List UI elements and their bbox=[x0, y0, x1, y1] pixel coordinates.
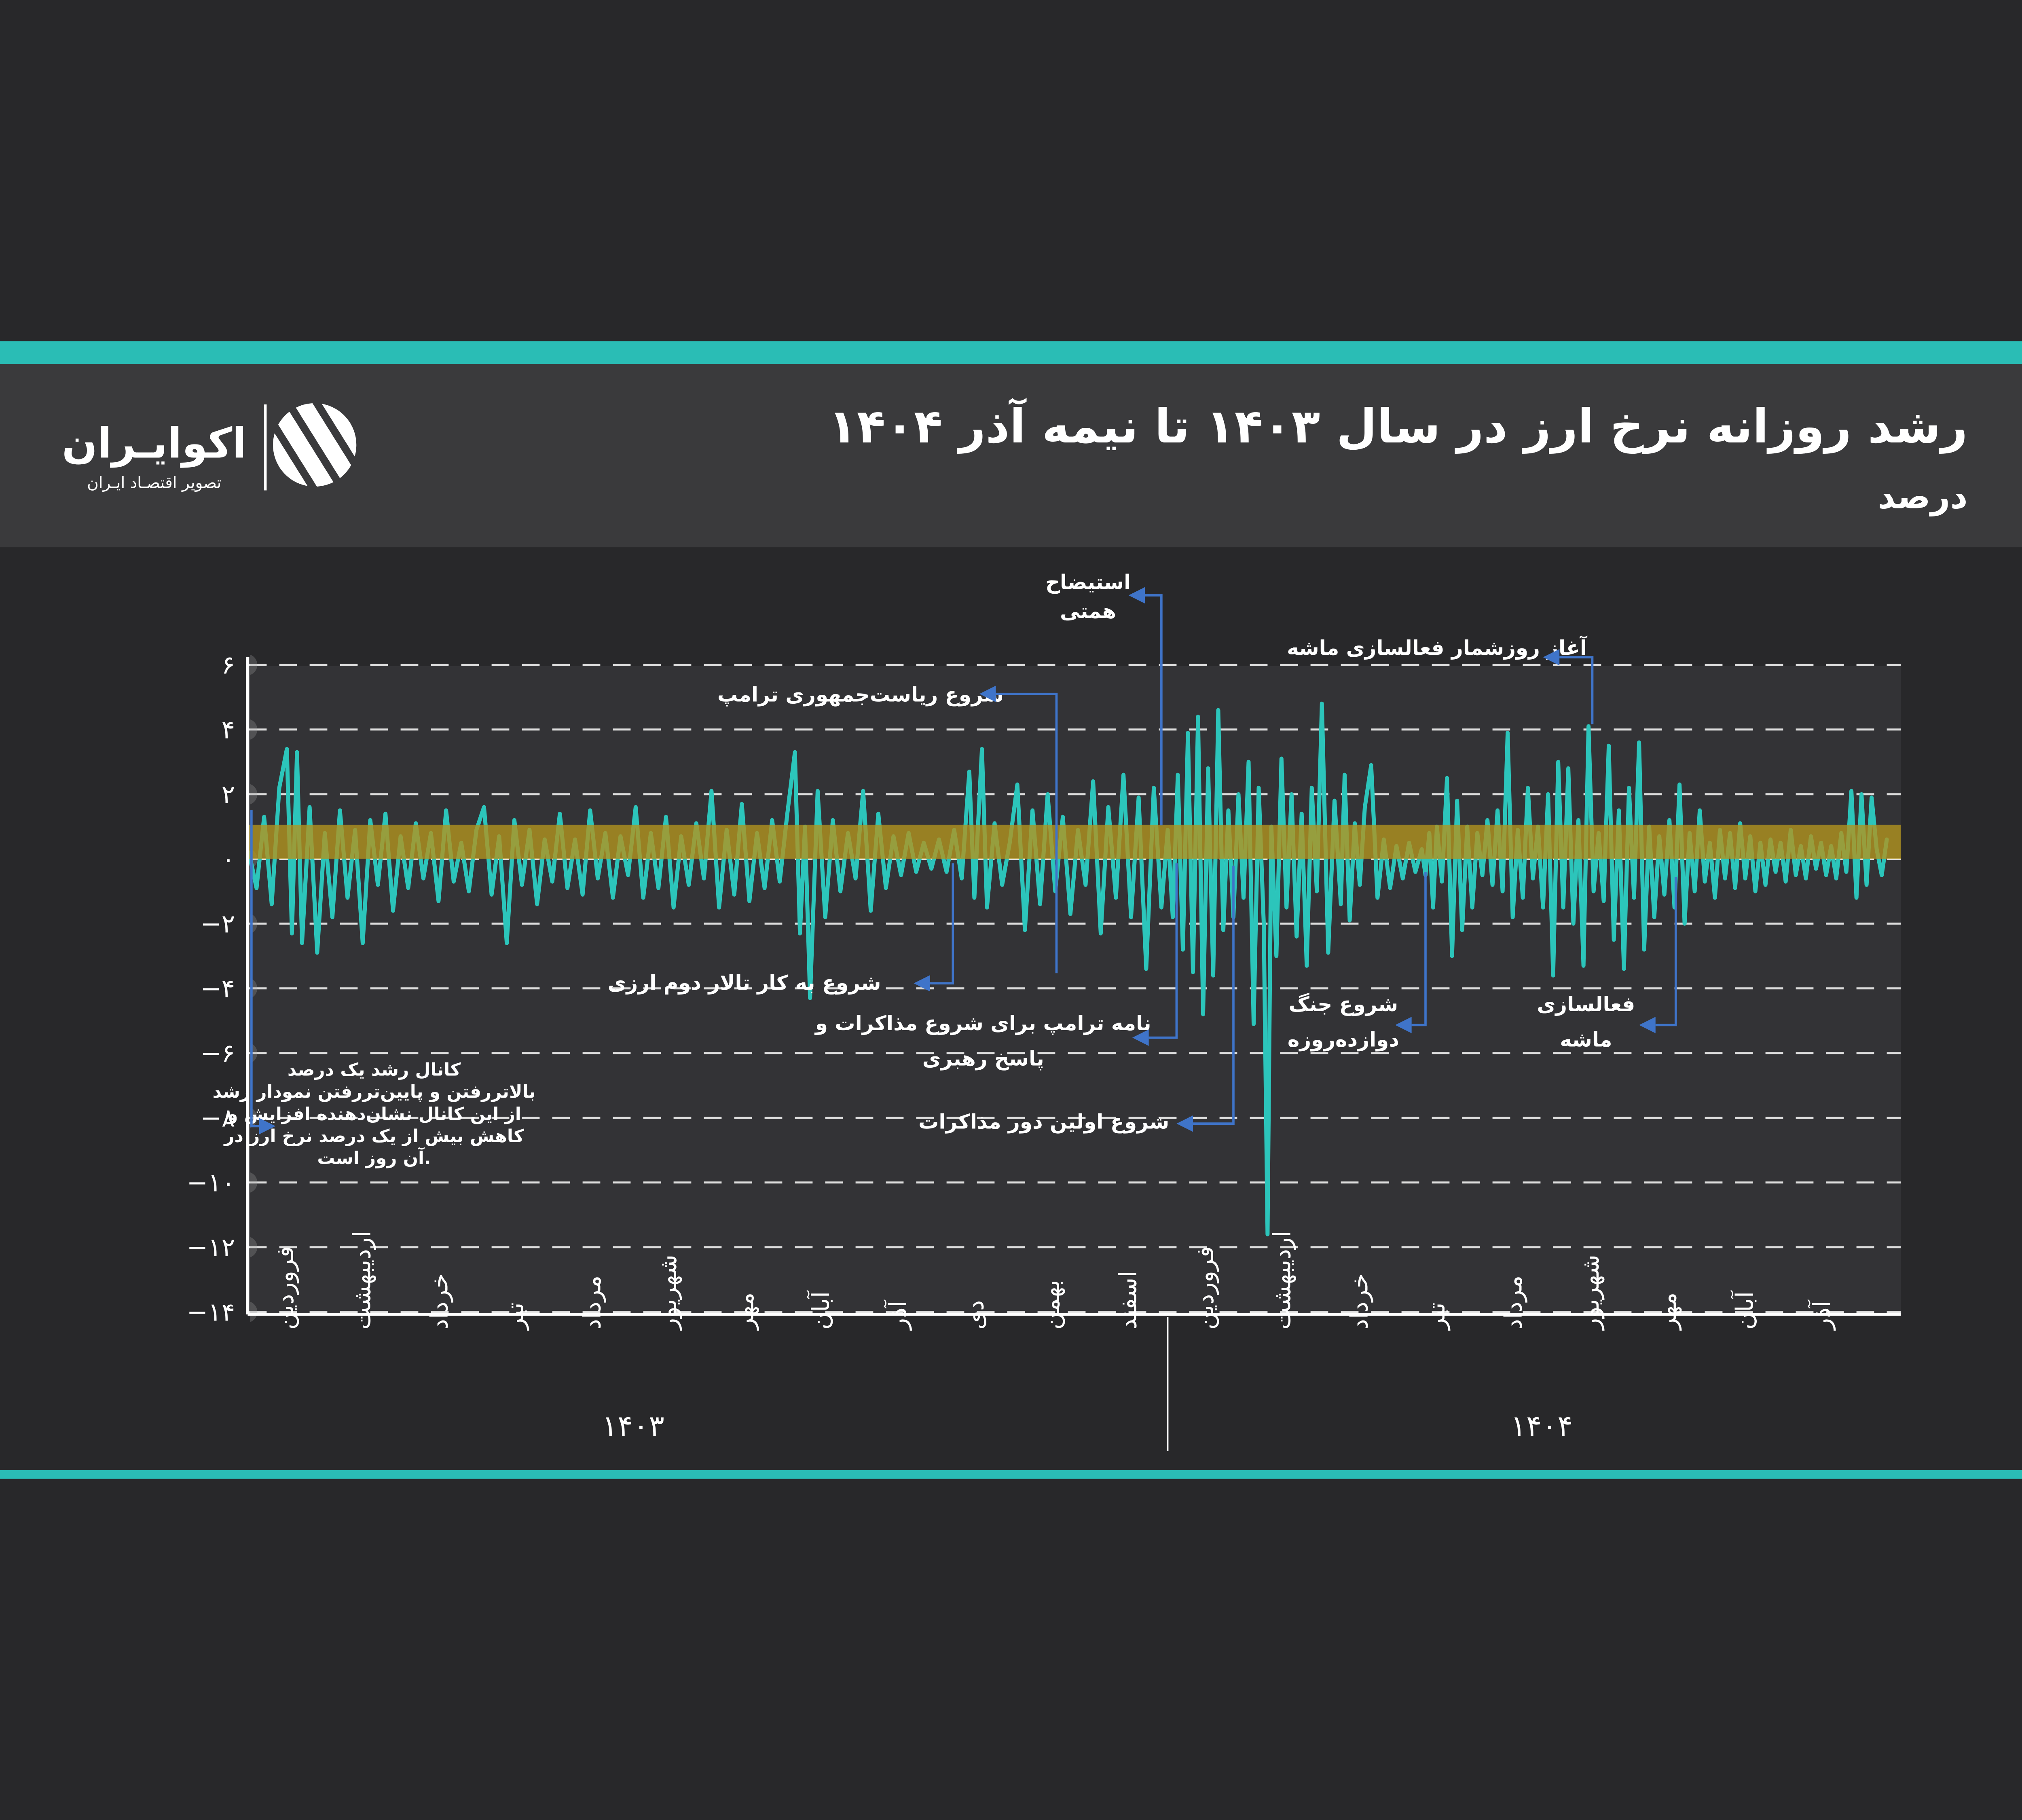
annotation-connector-line bbox=[1148, 863, 1178, 1039]
annotation-text: ماشه bbox=[1560, 1028, 1612, 1052]
y-tick-label: −۸ bbox=[200, 1103, 235, 1133]
annotation-text: نامه ترامپ برای شروع مذاکرات و bbox=[814, 1012, 1151, 1035]
annotation-text: شروع ریاست‌جمهوری ترامپ bbox=[717, 683, 1004, 707]
annotation-arrow-icon bbox=[1395, 1017, 1412, 1033]
annotation-text: از این کانال نشان‌دهنده افزایش و bbox=[226, 1104, 521, 1124]
annotation-text: آن روز است. bbox=[317, 1147, 431, 1168]
annotation-twelve-day-war: شروع جنگ دوازده‌روزه bbox=[1288, 872, 1427, 1052]
x-tick-month: مرداد bbox=[1500, 1276, 1528, 1330]
plot-area bbox=[249, 666, 1901, 1314]
annotation-arrow-icon bbox=[1543, 649, 1560, 666]
annotation-text: بالاتررفتن و پایین‌تررفتن نمودار رشد bbox=[213, 1081, 536, 1102]
x-tick-month: تیر bbox=[501, 1302, 529, 1331]
axis-chevron-icon bbox=[250, 1302, 258, 1322]
annotation-arrow-icon bbox=[914, 975, 930, 992]
annotation-text: فعالسازی bbox=[1537, 993, 1635, 1016]
x-tick-month: اردیبهشت bbox=[349, 1231, 376, 1330]
x-tick-month: فروردین bbox=[1191, 1246, 1219, 1330]
x-tick-month: دی bbox=[961, 1300, 989, 1330]
annotation-connector-line bbox=[1193, 866, 1235, 1125]
y-tick-label: −۱۰ bbox=[187, 1168, 235, 1198]
axis-chevron-icon bbox=[250, 784, 258, 804]
y-tick-label: ۲ bbox=[222, 780, 235, 809]
gridlines bbox=[249, 654, 1901, 1322]
annotation-arrow-icon bbox=[1128, 587, 1145, 604]
y-tick-label: −۲ bbox=[200, 909, 235, 939]
annotation-arrow-icon bbox=[1639, 1017, 1656, 1033]
bottom-accent-bar bbox=[0, 1470, 2022, 1479]
brand-tagline: تصویر اقتصـاد ایـران bbox=[87, 474, 221, 492]
annotation-connector-line bbox=[996, 692, 1058, 973]
axis-chevron-icon bbox=[250, 1237, 258, 1257]
y-tick-label: −۶ bbox=[200, 1039, 235, 1068]
annotation-text: پاسخ رهبری bbox=[922, 1047, 1044, 1071]
annotation-connector-line bbox=[1559, 656, 1594, 724]
page-title: رشد روزانه نرخ ارز در سال ۱۴۰۳ تا نیمه آ… bbox=[828, 398, 1967, 454]
x-tick-month: آبان bbox=[806, 1290, 835, 1329]
x-axis-month-labels: فروردین اردیبهشت خرداد تیر مرداد شهریور مهر آبا… bbox=[271, 1231, 1836, 1331]
y-tick-label: ۴ bbox=[222, 715, 235, 745]
y-axis-labels: ۶ ۴ ۲ ۰ −۲ −۴ −۶ −۸ −۱۰ −۱۲ −۱۴ bbox=[187, 650, 235, 1327]
x-tick-month: بهمن bbox=[1037, 1280, 1065, 1329]
annotation-trump-presidency: شروع ریاست‌جمهوری ترامپ bbox=[717, 683, 1058, 973]
annotation-connector-line bbox=[1655, 877, 1677, 1026]
x-tick-month: آبان bbox=[1730, 1290, 1759, 1329]
x-tick-month: مهر bbox=[1654, 1293, 1682, 1331]
top-accent-bar bbox=[0, 341, 2022, 364]
x-tick-month: اردیبهشت bbox=[1269, 1231, 1297, 1330]
annotation-trump-letter: نامه ترامپ برای شروع مذاکرات و پاسخ رهبری bbox=[814, 863, 1178, 1071]
annotation-arrow-icon bbox=[1176, 1115, 1193, 1132]
annotation-snapback-activation: فعالسازی ماشه bbox=[1537, 877, 1677, 1052]
annotation-text: دوازده‌روزه bbox=[1288, 1028, 1399, 1052]
axis-chevron-icon bbox=[250, 719, 258, 740]
annotation-connector-line bbox=[1145, 594, 1163, 825]
x-tick-month: مرداد bbox=[578, 1276, 606, 1330]
x-tick-month: فروردین bbox=[271, 1246, 299, 1330]
x-tick-month: خرداد bbox=[425, 1274, 453, 1330]
x-tick-month: خرداد bbox=[1345, 1274, 1373, 1330]
x-axis-year-labels: ۱۴۰۳ ۱۴۰۴ bbox=[602, 1409, 1573, 1443]
axis-chevron-icon bbox=[250, 654, 258, 675]
annotation-text: کانال رشد یک درصد bbox=[288, 1059, 461, 1080]
annotation-second-currency-hall: شروع به کار تالار دوم ارزی bbox=[608, 863, 954, 995]
annotation-text: همتی bbox=[1060, 599, 1116, 623]
annotation-text: شروع به کار تالار دوم ارزی bbox=[608, 971, 881, 995]
annotation-first-negotiation-round: شروع اولین دور مذاکرات bbox=[918, 866, 1235, 1134]
unit-label: درصد bbox=[1878, 476, 1968, 516]
y-tick-label: ۰ bbox=[222, 844, 235, 874]
x-tick-month: آذر bbox=[1807, 1299, 1836, 1331]
x-tick-month: مهر bbox=[731, 1293, 759, 1331]
annotation-text: استیضاح bbox=[1045, 570, 1131, 594]
annotation-text: کاهش بیش از یک درصد نرخ ارز در bbox=[223, 1126, 524, 1146]
x-tick-month: آذر bbox=[884, 1299, 912, 1331]
y-tick-label: −۴ bbox=[200, 974, 235, 1003]
annotations: استیضاح همتی آغاز روزشمار فعالسازی ماشه شرو… bbox=[213, 570, 1677, 1168]
annotation-text: شروع اولین دور مذاکرات bbox=[918, 1110, 1169, 1134]
y-tick-label: −۱۲ bbox=[187, 1233, 235, 1262]
brand-wordmark: اکوایـران bbox=[62, 419, 247, 468]
annotation-snapback-countdown: آغاز روزشمار فعالسازی ماشه bbox=[1287, 635, 1594, 724]
annotation-arrow-icon bbox=[259, 1118, 276, 1134]
annotation-arrow-icon bbox=[979, 686, 996, 702]
x-tick-month: شهریور bbox=[1577, 1255, 1605, 1331]
x-tick-month: شهریور bbox=[654, 1255, 682, 1331]
annotation-connector-line bbox=[250, 810, 259, 1128]
annotation-connector-line bbox=[930, 863, 954, 985]
y-tick-label: ۶ bbox=[222, 650, 235, 680]
x-year-label: ۱۴۰۳ bbox=[602, 1409, 664, 1443]
x-tick-month: تیر bbox=[1423, 1302, 1451, 1331]
y-tick-label: −۱۴ bbox=[187, 1297, 235, 1327]
annotation-hemmati-impeachment: استیضاح همتی bbox=[1045, 570, 1163, 825]
axis-chevron-icon bbox=[250, 1172, 258, 1193]
annotation-connector-line bbox=[1411, 872, 1427, 1026]
annotation-text: آغاز روزشمار فعالسازی ماشه bbox=[1287, 635, 1588, 660]
annotation-arrow-icon bbox=[1132, 1029, 1149, 1046]
x-year-label: ۱۴۰۴ bbox=[1510, 1409, 1573, 1443]
annotation-text: شروع جنگ bbox=[1289, 993, 1398, 1016]
x-tick-month: اسفند bbox=[1114, 1271, 1142, 1329]
one-percent-channel-band bbox=[249, 825, 1901, 859]
